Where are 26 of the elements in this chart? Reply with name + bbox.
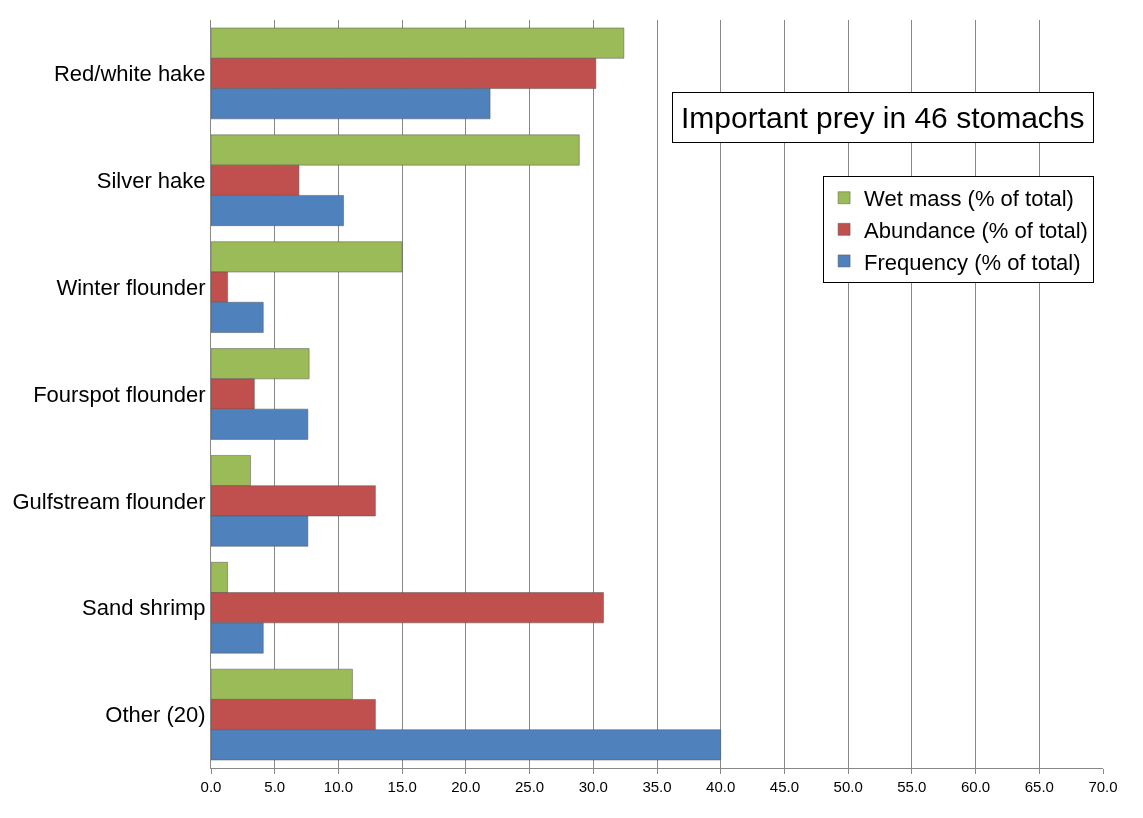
x-tick-label: 40.0 bbox=[706, 778, 736, 795]
x-tick-label: 45.0 bbox=[769, 778, 800, 795]
legend-label: Wet mass (% of total) bbox=[864, 186, 1074, 212]
x-tick-label: 30.0 bbox=[578, 778, 608, 795]
y-tick-label: Silver hake bbox=[96, 167, 206, 193]
legend-label: Frequency (% of total) bbox=[864, 249, 1081, 275]
x-tick-label: 60.0 bbox=[960, 778, 991, 795]
x-tick-label: 10.0 bbox=[323, 778, 354, 795]
x-tick-label: 15.0 bbox=[387, 778, 417, 795]
legend-label: Abundance (% of total) bbox=[864, 217, 1088, 243]
x-tick-label: 55.0 bbox=[897, 778, 927, 795]
x-tick-label: 0.0 bbox=[200, 778, 222, 795]
x-tick-label: 20.0 bbox=[451, 778, 481, 795]
y-tick-label: Red/white hake bbox=[53, 61, 206, 87]
x-tick-label: 65.0 bbox=[1024, 778, 1054, 795]
y-tick-label: Sand shrimp bbox=[82, 595, 206, 621]
x-tick-label: 35.0 bbox=[642, 778, 672, 795]
x-tick-label: 50.0 bbox=[833, 778, 863, 795]
y-tick-label: Other (20) bbox=[105, 702, 206, 728]
y-tick-label: Gulfstream flounder bbox=[12, 488, 206, 514]
y-tick-label: Fourspot flounder bbox=[33, 381, 206, 407]
y-tick-label: Winter flounder bbox=[56, 274, 206, 300]
x-tick-label: 25.0 bbox=[514, 778, 545, 795]
text: Important prey in 46 stomachs bbox=[681, 101, 1085, 134]
x-tick-label: 70.0 bbox=[1088, 778, 1118, 795]
x-tick-label: 5.0 bbox=[264, 778, 286, 795]
